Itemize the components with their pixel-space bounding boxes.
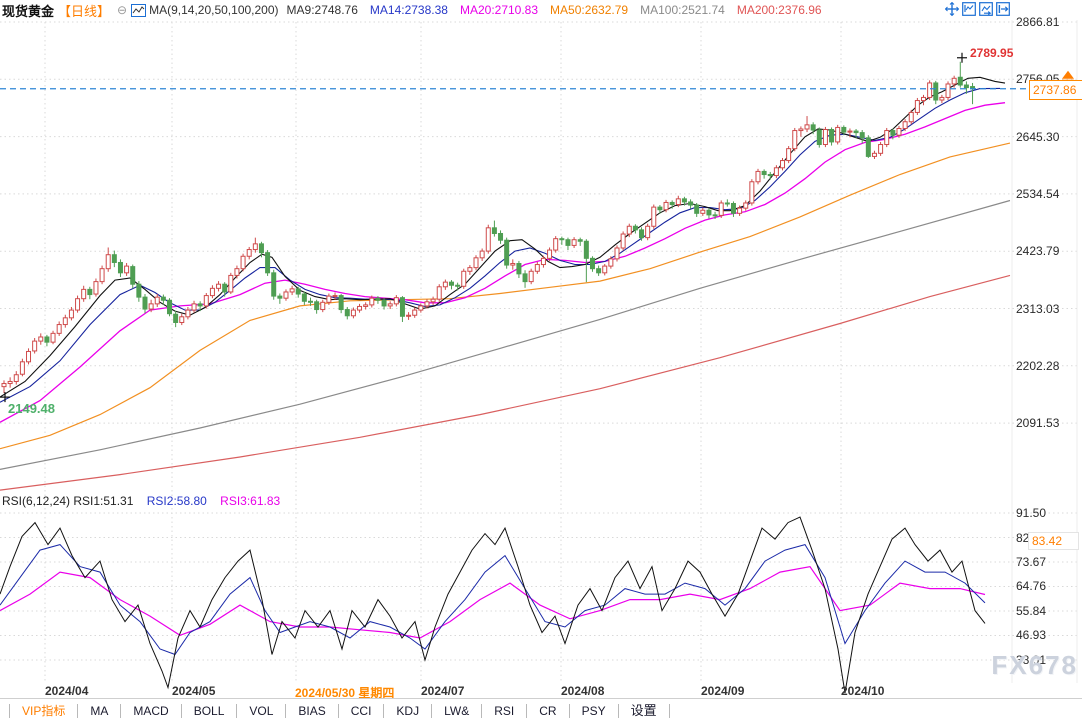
period-label[interactable]: 【日线】 [58,3,111,19]
rsi-axis-label: 38.01 [1016,653,1047,667]
ma14-value: MA14:2738.38 [369,3,448,17]
tab-BIAS[interactable]: BIAS [285,703,337,718]
x-axis-label: 2024/04 [45,684,89,698]
move-icon[interactable] [944,1,960,17]
high-price-annotation: 2789.95 [970,45,1014,60]
tab-MA[interactable]: MA [77,703,120,718]
ma-params-label: MA(9,14,20,50,100,200) [149,3,279,17]
crosshair-date-label: 2024/05/30 星期四 [295,686,395,700]
tab-KDJ[interactable]: KDJ [383,703,431,718]
tab-CR[interactable]: CR [526,703,568,718]
rsi-axis-label: 46.93 [1016,628,1047,643]
tab-VOL[interactable]: VOL [236,703,285,718]
chart-forward-icon[interactable] [979,2,993,16]
tab-BOLL[interactable]: BOLL [180,703,237,718]
rsi-axis-label: 64.76 [1016,579,1047,594]
tab-CCI[interactable]: CCI [337,703,384,718]
tab-PSY[interactable]: PSY [568,703,618,718]
last-price-box: 2737.86 [1029,79,1082,100]
x-axis-label: 2024/10 [841,684,885,698]
chart-header: 现货黄金 【日线】 ⊖ MA(9,14,20,50,100,200) MA9:2… [0,0,1082,20]
watermark: FX678 [991,650,1078,680]
candlestick-chart-icon[interactable] [131,3,147,17]
price-axis-label: 2313.03 [1016,301,1060,316]
candles [1,61,976,394]
rsi-axis-label: 91.50 [1016,506,1047,520]
rsi-params-and-rsi1: RSI(6,12,24) RSI1:51.31 [2,494,134,508]
price-axis-label: 2423.79 [1016,244,1060,259]
ma20-value: MA20:2710.83 [459,3,539,17]
rsi2-value: RSI2:58.80 [146,494,207,508]
x-axis-label: 2024/08 [561,684,605,698]
price-axis-label: 2866.81 [1016,15,1060,29]
tab-RSI[interactable]: RSI [481,703,526,718]
chart-toolbar [944,1,1010,17]
price-axis-label: 2645.30 [1016,129,1060,144]
indicator-tabbar: VIP指标 MA MACD BOLL VOL BIAS CCI KDJ LW& RSI CR PSY 设… [0,698,1082,719]
price-axis-label: 2202.28 [1016,358,1060,373]
rsi3-value: RSI3:61.83 [220,494,281,508]
ma50-value: MA50:2632.79 [550,3,629,17]
x-axis-label: 2024/09 [701,684,745,698]
price-axis-label: 2091.53 [1016,416,1060,431]
tab-VIP指标[interactable]: VIP指标 [9,703,77,718]
ma9-value: MA9:2748.76 [286,3,358,17]
tab-设置[interactable]: 设置 [617,703,670,718]
ma200-value: MA200:2376.96 [736,3,822,17]
tab-LW&[interactable]: LW& [431,703,481,718]
rsi-axis-label: 55.84 [1016,604,1047,618]
collapse-icon[interactable]: ⊖ [117,3,128,17]
tab-MACD[interactable]: MACD [120,703,180,718]
rsi-header: RSI(6,12,24) RSI1:51.31 RSI2:58.80 RSI3:… [2,494,280,508]
low-price-annotation: 2149.48 [8,401,55,417]
indicator-window-icon[interactable] [962,2,976,16]
expand-right-icon[interactable] [996,2,1010,16]
ma100-value: MA100:2521.74 [640,3,725,17]
x-axis-label: 2024/07 [421,684,465,698]
symbol-name: 现货黄金 [2,3,55,19]
rsi-value-box: 83.42 [1028,532,1079,551]
rsi-axis-label: 73.67 [1016,555,1047,569]
price-axis-label: 2534.54 [1016,186,1060,201]
price-rsi-plot[interactable] [0,0,1082,700]
x-axis-label: 2024/05 [172,684,216,698]
